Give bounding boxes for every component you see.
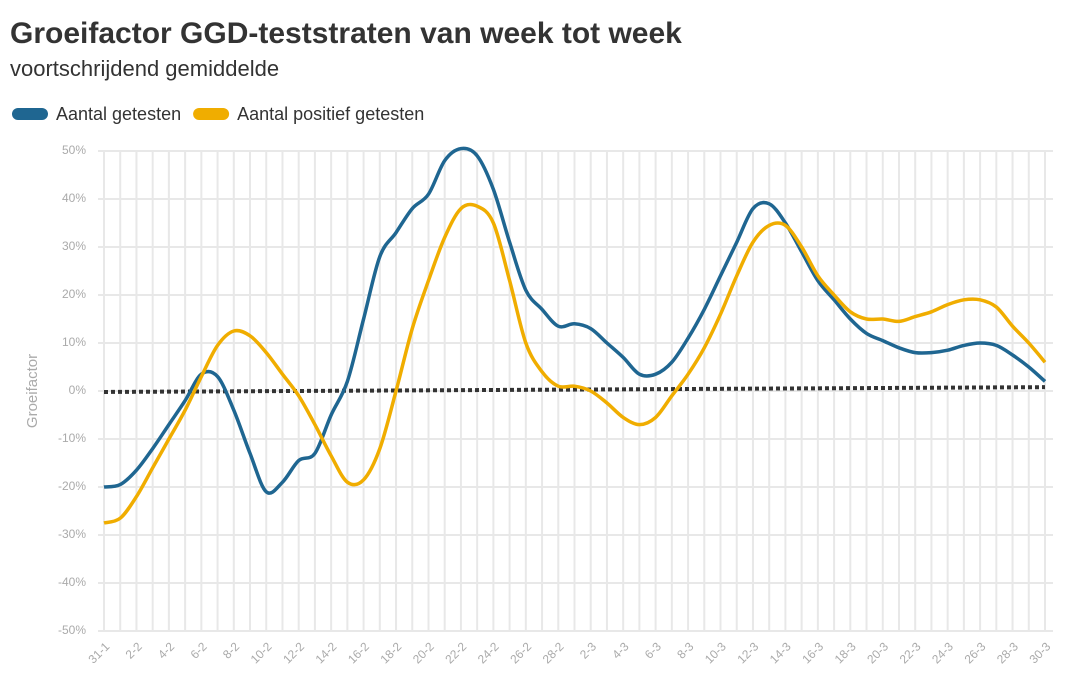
x-tick-label: 14-3 (767, 639, 794, 666)
x-tick-label: 16-2 (345, 639, 372, 666)
y-tick-label: -10% (58, 431, 86, 445)
chart-title: Groeifactor GGD-teststraten van week tot… (10, 17, 682, 50)
x-tick-label: 30-3 (1026, 639, 1053, 666)
y-tick-label: 40% (62, 191, 86, 205)
x-tick-label: 16-3 (799, 639, 826, 666)
legend-swatch (193, 108, 230, 120)
x-tick-label: 8-3 (674, 639, 696, 661)
x-tick-label: 20-2 (410, 639, 437, 666)
y-tick-label: -20% (58, 479, 86, 493)
x-tick-label: 2-3 (577, 639, 599, 661)
chart-subtitle: voortschrijdend gemiddelde (10, 56, 279, 81)
y-tick-label: 30% (62, 239, 86, 253)
x-tick-label: 26-3 (962, 639, 989, 666)
x-tick-label: 24-2 (475, 639, 502, 666)
x-tick-label: 2-2 (123, 639, 145, 661)
x-tick-label: 24-3 (929, 639, 956, 666)
x-tick-label: 4-2 (155, 639, 177, 661)
x-tick-label: 6-2 (188, 639, 210, 661)
y-tick-label: 20% (62, 287, 86, 301)
y-axis-label: Groeifactor (24, 354, 41, 428)
x-tick-label: 12-2 (280, 639, 307, 666)
x-tick-label: 28-3 (994, 639, 1021, 666)
y-tick-label: 10% (62, 335, 86, 349)
x-tick-label: 10-2 (248, 639, 275, 666)
y-tick-label: -40% (58, 575, 86, 589)
series-line (103, 202, 1047, 525)
y-tick-label: 50% (62, 143, 86, 157)
x-tick-label: 22-2 (442, 639, 469, 666)
legend-label: Aantal positief getesten (237, 104, 424, 124)
x-tick-label: 22-3 (897, 639, 924, 666)
legend: Aantal getesten Aantal positief getesten (12, 104, 424, 124)
x-tick-label: 31-1 (85, 639, 112, 666)
trend-line (103, 385, 1046, 394)
y-tick-label: -50% (58, 623, 86, 637)
series-line (103, 146, 1047, 495)
legend-swatch (12, 108, 48, 120)
x-tick-label: 8-2 (220, 639, 242, 661)
legend-label: Aantal getesten (56, 104, 181, 124)
x-tick-label: 12-3 (734, 639, 761, 666)
x-tick-label: 6-3 (642, 639, 664, 661)
x-tick-label: 10-3 (702, 639, 729, 666)
x-tick-label: 14-2 (313, 639, 340, 666)
x-tick-label: 18-2 (378, 639, 405, 666)
x-tick-label: 20-3 (864, 639, 891, 666)
y-tick-label: -30% (58, 527, 86, 541)
x-tick-label: 4-3 (609, 639, 631, 661)
x-tick-label: 18-3 (832, 639, 859, 666)
lines (103, 146, 1047, 525)
y-tick-label: 0% (69, 383, 87, 397)
grid: -50% -40% -30% -20% -10% 0% 10% 20% 30% 40% 50% 31-… (58, 143, 1054, 666)
x-tick-label: 26-2 (507, 639, 534, 666)
x-tick-label: 28-2 (540, 639, 567, 666)
